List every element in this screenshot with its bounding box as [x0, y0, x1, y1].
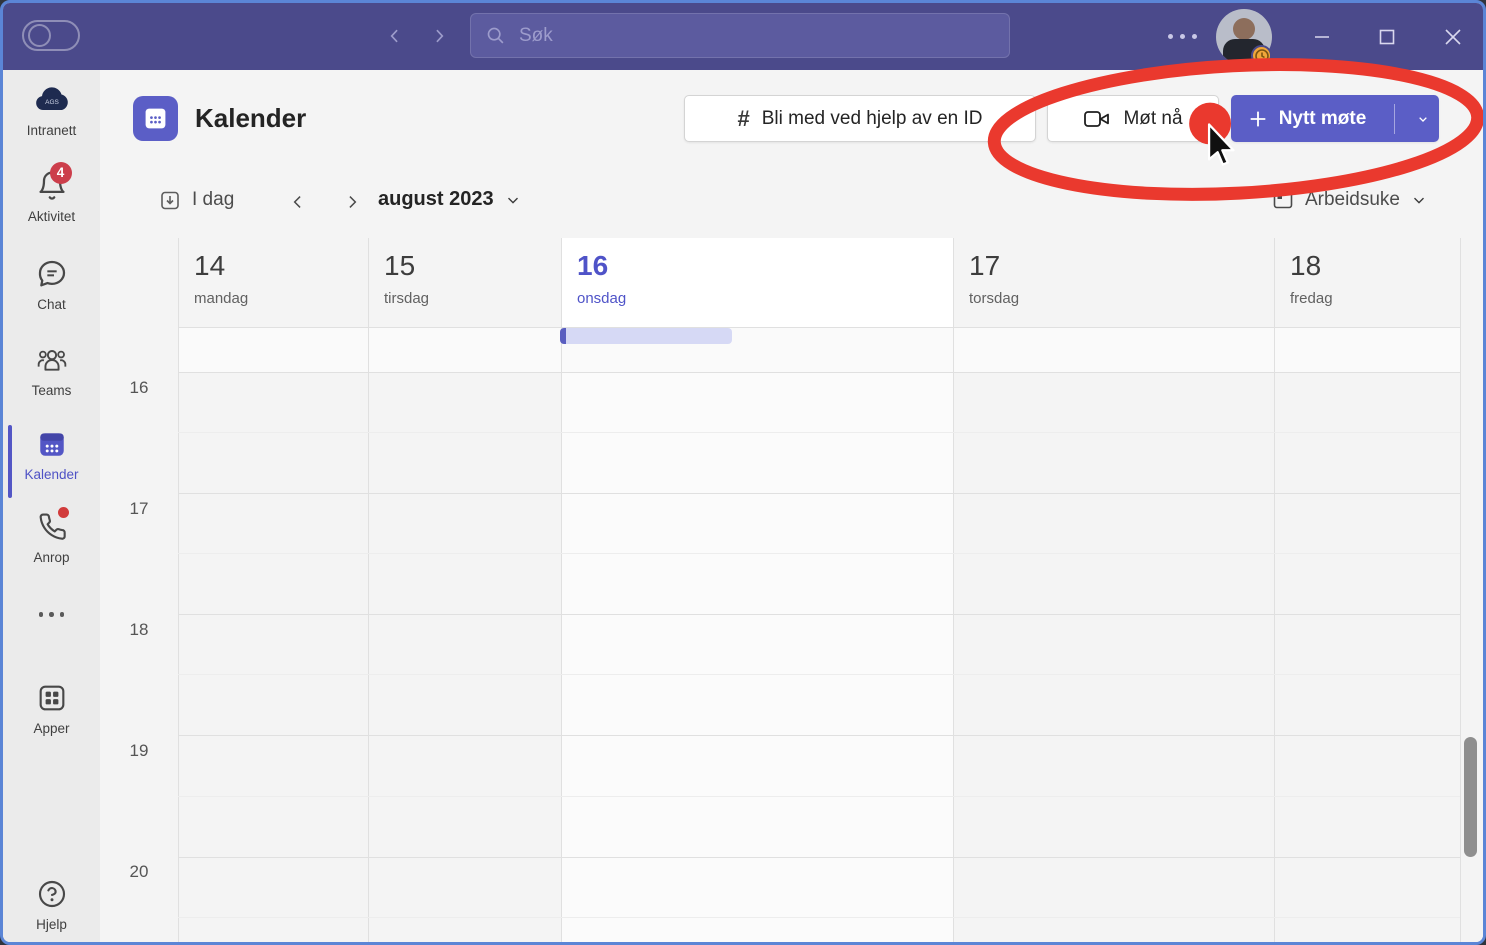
day-header[interactable]: 17 torsdag [969, 250, 1020, 307]
sidebar-item-label: Intranett [26, 123, 77, 138]
calendar-app-icon [133, 96, 178, 141]
minimize-icon [1315, 36, 1329, 38]
search-icon [487, 27, 504, 43]
vertical-scrollbar[interactable] [1464, 737, 1477, 857]
meet-now-button[interactable]: Møt nå [1047, 95, 1219, 142]
plus-icon [1250, 111, 1266, 126]
day-header[interactable]: 14 mandag [194, 250, 249, 307]
forward-icon[interactable] [429, 26, 449, 46]
join-with-id-button[interactable]: # Bli med ved hjelp av en ID [684, 95, 1036, 142]
selected-indicator [8, 425, 12, 498]
sidebar-item-label: Teams [31, 383, 72, 398]
date-picker[interactable]: august 2023 [378, 188, 522, 211]
toggle-knob [28, 24, 51, 47]
app-rail: AGS Intranett 4 Aktivitet Chat [3, 70, 100, 942]
sidebar-item-chat[interactable]: Chat [3, 258, 100, 312]
minimize-button[interactable] [1302, 17, 1342, 57]
new-meeting-dropdown[interactable] [1407, 95, 1439, 142]
close-button[interactable] [1433, 17, 1473, 57]
sidebar-item-label: Kalender [24, 467, 79, 482]
page-title: Kalender [195, 103, 307, 133]
calls-dot-badge [57, 507, 69, 518]
today-button[interactable]: I dag [158, 188, 234, 212]
close-icon [1445, 29, 1461, 45]
sidebar-item-label: Aktivitet [27, 209, 76, 224]
sidebar-item-label: Chat [37, 297, 66, 312]
sidebar-item-label: Hjelp [36, 917, 67, 932]
hour-label: 16 [129, 378, 149, 397]
search-box[interactable] [470, 13, 1010, 58]
calendar-today-icon [161, 191, 179, 210]
sidebar-more-button[interactable] [3, 612, 100, 617]
maximize-button[interactable] [1367, 17, 1407, 57]
view-selector[interactable]: Arbeidsuke [1271, 188, 1428, 212]
next-week-icon[interactable] [342, 192, 362, 212]
prev-week-icon[interactable] [288, 192, 308, 212]
chat-icon [36, 258, 68, 290]
titlebar [3, 3, 1483, 70]
hour-label: 20 [129, 862, 149, 881]
sidebar-item-anrop[interactable]: Anrop [3, 507, 100, 565]
sidebar-item-intranett[interactable]: AGS Intranett [3, 84, 100, 138]
back-icon[interactable] [385, 26, 405, 46]
calendar-toolbar: I dag august 2023 Arbeidsuke [100, 170, 1483, 238]
sidebar-item-aktivitet[interactable]: 4 Aktivitet [3, 162, 100, 224]
ellipsis-icon [3, 612, 100, 617]
chevron-down-icon [1419, 116, 1427, 122]
chevron-down-icon [1414, 197, 1424, 204]
hash-icon: # [737, 105, 750, 131]
new-meeting-button[interactable]: Nytt møte [1231, 95, 1439, 142]
sidebar-item-apper[interactable]: Apper [3, 682, 100, 736]
sidebar-item-hjelp[interactable]: Hjelp [3, 878, 100, 932]
chevron-down-icon [507, 197, 518, 204]
day-header[interactable]: 18 fredag [1290, 250, 1333, 307]
work-week-icon [1273, 191, 1293, 209]
teams-people-icon [35, 344, 69, 376]
day-header-today[interactable]: 16 onsdag [561, 238, 953, 327]
theme-toggle[interactable] [22, 20, 80, 51]
avatar-photo [1233, 18, 1255, 40]
calendar-event[interactable] [560, 328, 732, 344]
maximize-icon [1379, 29, 1395, 45]
search-input[interactable] [517, 23, 995, 48]
calendar-page: Kalender # Bli med ved hjelp av en ID Mø… [100, 70, 1483, 942]
hour-label: 19 [129, 741, 149, 760]
hour-label: 18 [129, 620, 149, 639]
allday-row [178, 327, 1460, 372]
activity-badge: 4 [49, 162, 72, 184]
video-camera-icon [1084, 110, 1110, 127]
more-options-icon[interactable] [1168, 34, 1197, 39]
sidebar-item-kalender[interactable]: Kalender [3, 428, 100, 482]
sidebar-item-label: Apper [33, 721, 70, 736]
status-away-icon [1251, 45, 1272, 66]
calendar-icon [36, 428, 68, 460]
day-header[interactable]: 15 tirsdag [384, 250, 430, 307]
help-icon [36, 878, 68, 910]
cloud-icon: AGS [31, 84, 73, 116]
svg-text:AGS: AGS [45, 99, 59, 106]
bell-icon: 4 [36, 162, 72, 202]
sidebar-item-label: Anrop [33, 550, 70, 565]
phone-icon [36, 507, 69, 543]
sidebar-item-teams[interactable]: Teams [3, 344, 100, 398]
apps-grid-icon [36, 682, 68, 714]
hour-label: 17 [129, 499, 149, 518]
